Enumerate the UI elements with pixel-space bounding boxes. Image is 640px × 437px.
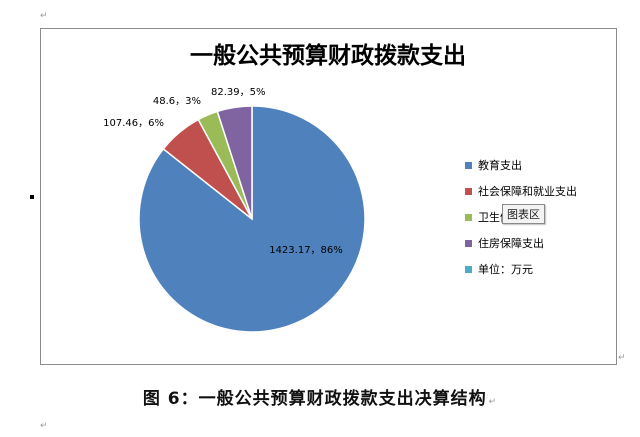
chart-selection-handle[interactable] xyxy=(30,195,34,199)
legend-entry[interactable]: 单位：万元 xyxy=(478,262,533,276)
figure-caption: 图 6：一般公共预算财政拨款支出决算结构 ↵ xyxy=(0,384,640,409)
legend-entry[interactable]: 社会保障和就业支出 xyxy=(478,184,577,198)
chart-title: 一般公共预算财政拨款支出 xyxy=(190,42,466,69)
pie-slice[interactable] xyxy=(216,105,253,220)
data-label: 107.46，6% xyxy=(103,118,164,129)
data-label: 48.6，3% xyxy=(153,96,201,107)
pie-chart[interactable]: 一般公共预算财政拨款支出 1423.17，86% 107.46，6% 48.6，3%… xyxy=(41,29,616,364)
legend-entry[interactable]: 住房保障支出 xyxy=(478,236,544,250)
legend-swatch xyxy=(465,266,472,273)
paragraph-mark: ↵ xyxy=(618,353,626,363)
data-labels: 1423.17，86% 107.46，6% 48.6，3% 82.39，5% xyxy=(103,87,343,256)
legend-swatch xyxy=(465,162,472,169)
legend-swatch xyxy=(465,214,472,221)
legend-entry[interactable]: 教育支出 xyxy=(478,158,522,172)
legend-swatch xyxy=(465,240,472,247)
paragraph-mark: ↵ xyxy=(40,421,48,431)
data-label: 82.39，5% xyxy=(211,87,266,98)
paragraph-mark: ↵ xyxy=(40,11,48,21)
data-label: 1423.17，86% xyxy=(269,245,343,256)
paragraph-mark: ↵ xyxy=(488,397,498,407)
chart-area-tooltip: 图表区 xyxy=(502,204,545,224)
chart-area[interactable]: 一般公共预算财政拨款支出 1423.17，86% 107.46，6% 48.6，3%… xyxy=(40,28,617,365)
caption-text: 图 6：一般公共预算财政拨款支出决算结构 xyxy=(142,389,487,409)
pie-slices xyxy=(138,105,366,333)
legend-swatch xyxy=(465,188,472,195)
